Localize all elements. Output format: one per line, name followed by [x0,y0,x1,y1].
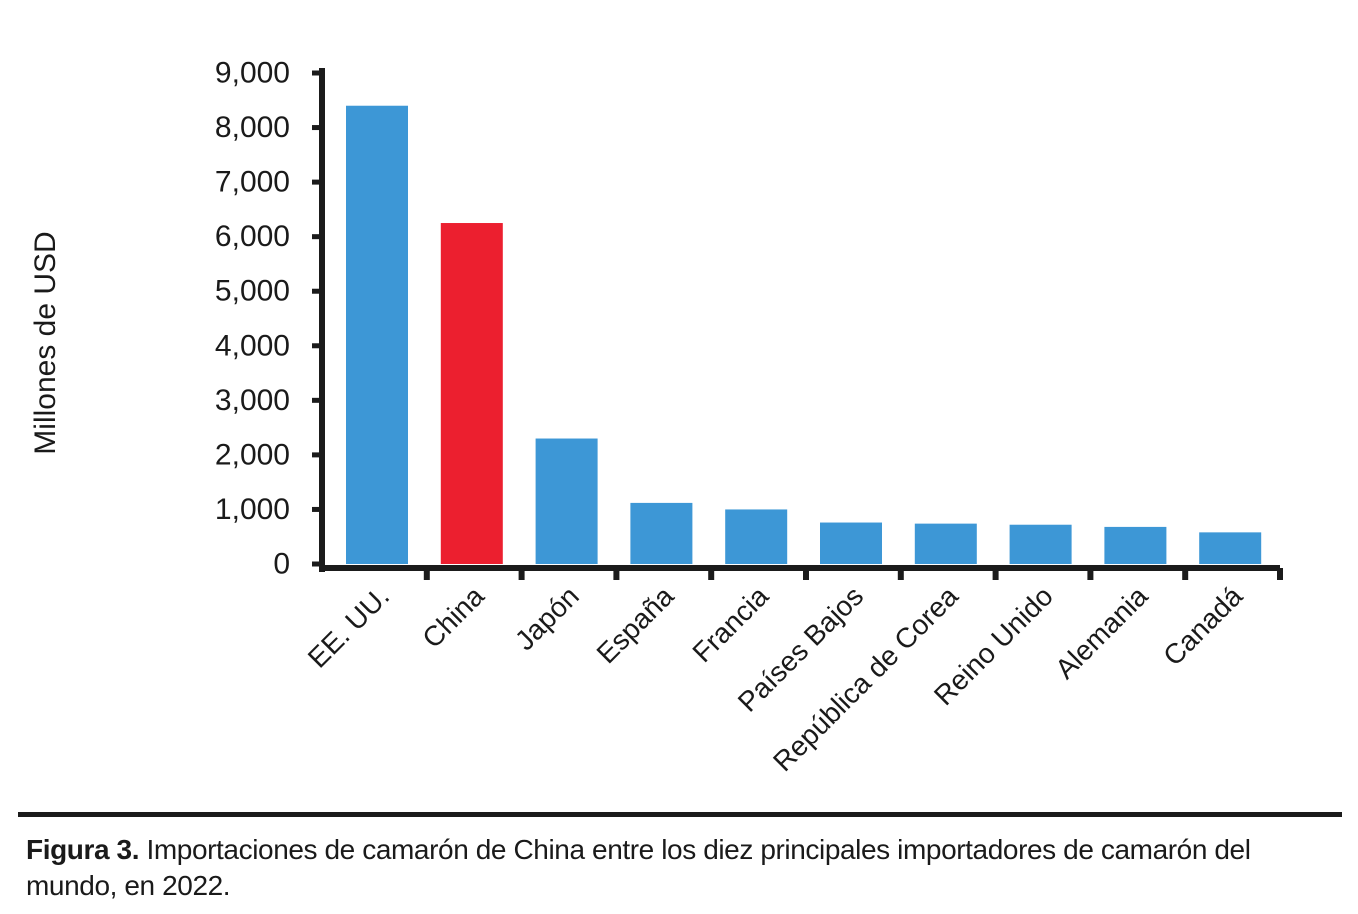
x-tick-label: Japón [509,580,585,656]
y-tick-label: 2,000 [215,438,290,471]
bar [535,438,598,564]
y-tick-label: 6,000 [215,220,290,253]
bar [914,523,977,564]
x-tick-label: República de Corea [767,580,964,777]
caption-label: Figura 3. [26,834,140,865]
x-tick-label: EE. UU. [302,580,395,673]
y-tick-label: 1,000 [215,493,290,526]
y-tick-label: 5,000 [215,275,290,308]
bar [630,502,693,564]
y-tick-label: 4,000 [215,329,290,362]
x-tick-label: Alemania [1049,580,1154,685]
y-tick-label: 8,000 [215,111,290,144]
bar [1104,526,1167,564]
bar [346,105,408,564]
bar-chart: Millones de USD 0 1,000 2,000 3,000 4,000 5,0… [29,57,1283,777]
y-axis-label: Millones de USD [29,231,62,454]
figure-caption: Figura 3. Importaciones de camarón de Ch… [26,832,1336,904]
x-tick-label: Canadá [1157,580,1249,672]
bar [725,509,788,564]
caption-divider [18,812,1342,817]
caption-text: Importaciones de camarón de China entre … [26,834,1251,901]
y-tick-label: 3,000 [215,384,290,417]
y-tick-label: 7,000 [215,166,290,199]
bar [820,522,882,564]
x-tick-label: China [416,580,490,654]
y-tick-label: 9,000 [215,57,290,90]
bars [346,105,1262,564]
bar [1009,524,1072,564]
y-axis-ticks: 0 1,000 2,000 3,000 4,000 5,000 6,000 7,000 8,00… [215,57,322,581]
axes [319,68,1283,580]
x-tick-label: España [591,580,680,669]
x-tick-label: Francia [686,580,774,668]
bar [440,223,503,564]
y-tick-label: 0 [273,548,290,581]
bar [1199,532,1262,564]
